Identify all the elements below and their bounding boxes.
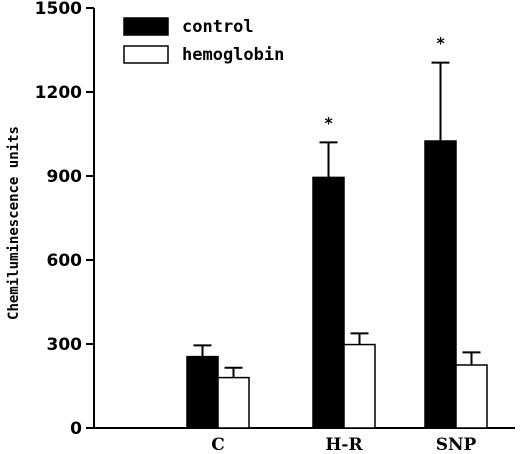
legend-swatch-hemoglobin	[123, 45, 169, 64]
significance-markers: **	[324, 34, 445, 133]
y-tick-label: 600	[47, 251, 83, 271]
y-tick-label: 0	[70, 419, 82, 439]
legend: control hemoglobin	[123, 17, 284, 65]
bar-hemoglobin-SNP	[455, 364, 488, 429]
bar-control-C	[186, 355, 219, 429]
significance-marker: *	[324, 113, 333, 132]
y-tick-label: 900	[47, 167, 83, 187]
y-ticks: 0 300 600 900 1200 1500	[35, 0, 94, 439]
category-label: SNP	[436, 435, 477, 454]
series-hemoglobin	[217, 332, 488, 429]
series-control	[186, 61, 457, 429]
bar-hemoglobin-C	[217, 376, 250, 429]
significance-marker: *	[436, 34, 445, 53]
legend-label-control: control	[182, 17, 254, 37]
legend-swatch-control	[123, 17, 169, 36]
category-label: C	[211, 435, 225, 454]
bars: **	[186, 34, 488, 429]
category-labels: C H-R SNP	[211, 435, 476, 454]
bar-control-SNP	[424, 140, 457, 429]
y-tick-label: 300	[47, 335, 83, 355]
category-label: H-R	[325, 435, 363, 454]
bar-control-H-R	[312, 176, 345, 429]
y-tick-label: 1200	[35, 83, 82, 103]
bar-hemoglobin-H-R	[343, 343, 376, 429]
y-tick-label: 1500	[35, 0, 82, 19]
y-axis-label: Chemiluminescence units	[6, 126, 22, 320]
legend-label-hemoglobin: hemoglobin	[182, 45, 284, 65]
